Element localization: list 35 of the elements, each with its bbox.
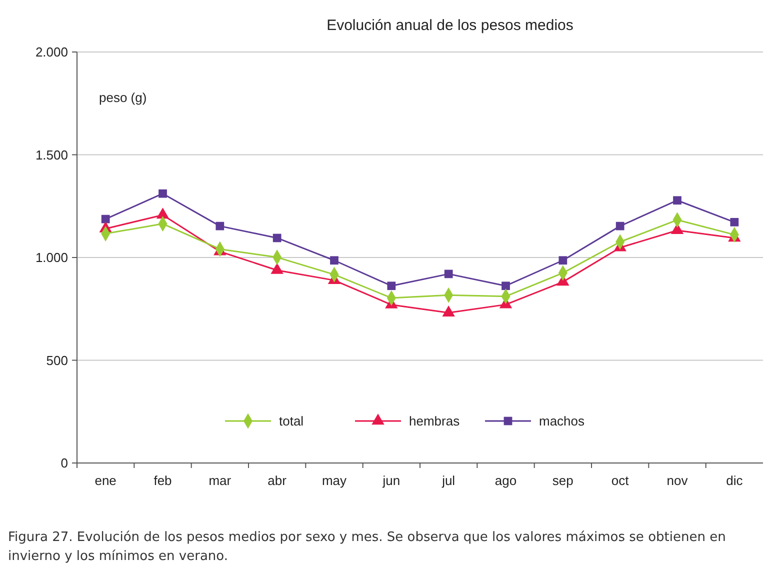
x-tick-label: mar (208, 473, 232, 488)
y-tick-label: 1.500 (35, 147, 68, 162)
point (272, 234, 282, 242)
point (330, 256, 338, 265)
x-tick-label: feb (154, 473, 172, 488)
point (673, 196, 682, 205)
x-tick-label: jun (382, 473, 400, 488)
x-tick-label: ene (94, 473, 116, 488)
point (387, 282, 396, 290)
y-tick-label: 0 (60, 456, 68, 471)
x-tick-label: abr (268, 473, 288, 488)
y-axis-title: peso (g) (99, 90, 147, 105)
x-tick-label: sep (552, 473, 574, 488)
x-tick-label: dic (726, 473, 744, 488)
legend-label: hembras (409, 414, 460, 429)
text: Figura 27. Evolución de los pesos medios por sexo y mes. Se observa que los valores máximos se obtienen en invierno y los mínimos en verano. (8, 529, 727, 566)
point (158, 189, 167, 198)
chart-title: Evolución anual de los pesos medios (326, 17, 574, 34)
x-tick-label: ago (494, 473, 517, 488)
y-tick-label: 1.000 (35, 250, 68, 266)
point (502, 282, 510, 290)
y-tick-label: 2.000 (35, 44, 68, 60)
legend-label: total (279, 414, 304, 429)
point (101, 214, 110, 224)
point (616, 222, 624, 230)
x-tick-label: jul (441, 473, 456, 488)
point (216, 222, 224, 230)
point (444, 270, 453, 278)
point (730, 218, 739, 226)
legend-label: machos (539, 414, 586, 429)
x-tick-label: may (322, 473, 348, 488)
y-tick-label: 500 (46, 352, 68, 368)
x-tick-label: nov (666, 473, 688, 488)
x-tick-label: oct (611, 473, 630, 488)
point (558, 256, 568, 265)
